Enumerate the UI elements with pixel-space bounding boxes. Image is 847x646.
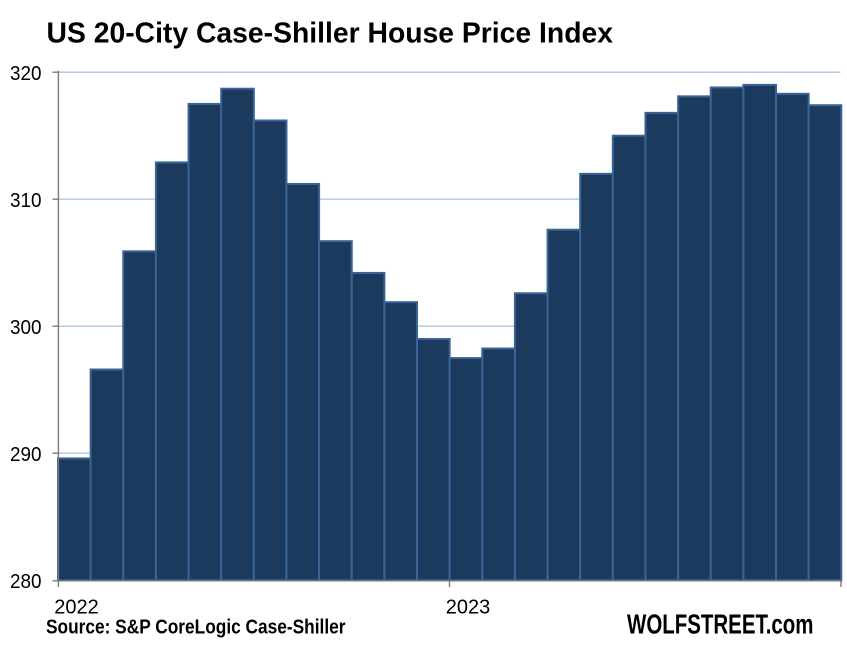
svg-text:310: 310 [10, 190, 42, 212]
svg-text:320: 320 [10, 63, 42, 85]
svg-text:290: 290 [10, 444, 42, 466]
svg-text:300: 300 [10, 317, 42, 339]
svg-text:2023: 2023 [446, 596, 491, 618]
svg-text:Source: S&P CoreLogic Case-Shi: Source: S&P CoreLogic Case-Shiller [46, 617, 346, 639]
svg-text:WOLFSTREET.com: WOLFSTREET.com [627, 609, 814, 640]
svg-text:US 20-City Case-Shiller House: US 20-City Case-Shiller House Price Inde… [47, 17, 614, 49]
svg-text:2022: 2022 [54, 596, 99, 618]
svg-text:280: 280 [10, 571, 42, 593]
